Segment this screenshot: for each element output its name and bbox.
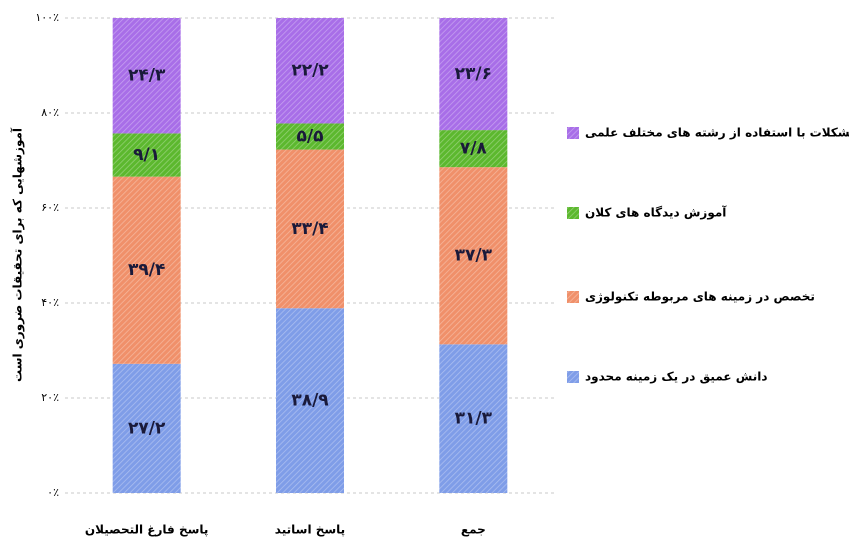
- value-label: ۲۳/۶: [455, 64, 492, 84]
- y-tick-label: ۲۰٪: [41, 391, 59, 404]
- bar-segment: [439, 344, 508, 493]
- x-tick-label: جمع: [461, 523, 486, 537]
- x-tick-label: پاسخ فارغ التحصیلان: [85, 523, 209, 537]
- bar-segment: [439, 18, 508, 131]
- value-label: ۳۳/۴: [291, 219, 328, 239]
- bar-segment: [276, 18, 344, 124]
- value-label: ۵/۵: [297, 127, 324, 147]
- y-tick-label: ۶۰٪: [41, 201, 59, 214]
- y-tick-label: ۸۰٪: [41, 106, 59, 119]
- legend-swatch: [567, 371, 579, 383]
- bar-segment: [276, 149, 344, 309]
- legend-swatch: [567, 291, 579, 303]
- value-label: ۳۱/۳: [455, 409, 493, 429]
- legend-label: دانش عمیق در یک زمینه محدود: [585, 370, 767, 385]
- legend-swatch: [567, 127, 579, 139]
- y-axis-label: آموزشهایی که برای تحقیقات ضروری است: [10, 127, 26, 382]
- bar-segment: [112, 363, 181, 493]
- bar-segment: [276, 123, 344, 150]
- bar-segment: [112, 133, 181, 177]
- legend-label: تخصص در زمینه های مربوطه تکنولوژی: [585, 290, 815, 305]
- legend-label: حل مشکلات با استفاده از رشته های مختلف ع…: [585, 126, 849, 140]
- value-label: ۳۷/۳: [455, 246, 493, 266]
- bar-segment: [112, 18, 181, 134]
- value-label: ۷/۸: [460, 139, 488, 159]
- bar-segment: [439, 130, 508, 168]
- legend-swatch: [567, 207, 579, 219]
- value-label: ۹/۱: [133, 145, 160, 165]
- y-tick-label: ۰٪: [47, 486, 59, 499]
- bar-segment: [439, 167, 508, 345]
- value-label: ۲۷/۲: [128, 418, 166, 438]
- value-label: ۳۹/۴: [128, 260, 165, 280]
- value-label: ۲۴/۳: [128, 66, 166, 86]
- bar-segment: [276, 308, 344, 493]
- y-tick-label: ۱۰۰٪: [35, 11, 59, 24]
- y-tick-label: ۴۰٪: [41, 296, 59, 309]
- bar-segment: [112, 176, 181, 364]
- legend-label: آموزش دیدگاه های کلان: [585, 205, 727, 221]
- value-label: ۳۸/۹: [291, 391, 329, 411]
- value-label: ۲۲/۲: [291, 61, 329, 81]
- x-tick-label: پاسخ اساتید: [275, 523, 345, 537]
